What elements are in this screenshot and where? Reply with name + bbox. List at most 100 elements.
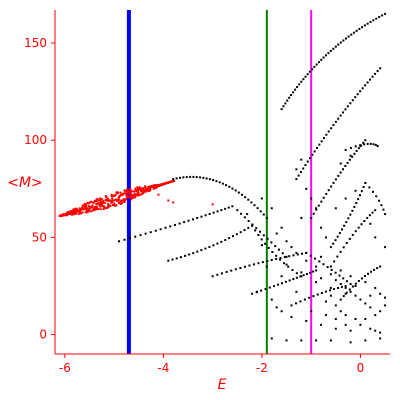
red-point bbox=[95, 203, 98, 206]
red-point bbox=[91, 204, 94, 207]
black-point bbox=[196, 216, 199, 219]
black-point bbox=[239, 267, 242, 270]
black-point bbox=[315, 281, 318, 284]
red-point bbox=[90, 210, 93, 213]
black-point bbox=[332, 181, 335, 184]
black-point bbox=[167, 259, 170, 262]
red-point bbox=[129, 187, 132, 190]
black-point bbox=[379, 331, 382, 334]
black-point bbox=[305, 272, 308, 275]
black-point bbox=[329, 246, 332, 249]
red-point bbox=[119, 200, 122, 203]
black-point bbox=[280, 108, 283, 111]
black-point bbox=[275, 306, 278, 309]
red-point bbox=[123, 192, 126, 195]
black-point bbox=[368, 186, 371, 189]
black-series bbox=[118, 12, 387, 344]
black-point bbox=[372, 19, 375, 22]
black-point bbox=[311, 153, 314, 156]
black-point bbox=[330, 185, 333, 188]
black-point bbox=[294, 302, 297, 305]
black-point bbox=[315, 208, 318, 211]
black-point bbox=[260, 289, 263, 292]
black-point bbox=[277, 283, 280, 286]
red-point bbox=[163, 182, 166, 185]
red-point bbox=[111, 197, 114, 200]
black-point bbox=[231, 187, 234, 190]
black-point bbox=[324, 300, 327, 303]
red-point bbox=[94, 206, 97, 209]
black-point bbox=[364, 84, 367, 87]
black-point bbox=[320, 200, 323, 203]
red-point bbox=[141, 192, 144, 195]
red-point bbox=[121, 193, 124, 196]
black-point bbox=[211, 275, 214, 278]
black-point bbox=[164, 226, 167, 229]
red-point bbox=[115, 198, 118, 201]
black-point bbox=[243, 265, 246, 268]
red-point bbox=[109, 199, 112, 202]
red-point bbox=[93, 200, 96, 203]
black-point bbox=[329, 273, 332, 276]
red-point bbox=[81, 206, 84, 209]
black-point bbox=[369, 142, 372, 145]
black-point bbox=[191, 218, 194, 221]
black-point bbox=[302, 78, 305, 81]
black-point bbox=[334, 239, 337, 242]
black-point bbox=[262, 213, 265, 216]
red-point bbox=[142, 187, 145, 190]
black-point bbox=[262, 234, 265, 237]
red-point bbox=[79, 211, 82, 214]
black-point bbox=[196, 250, 199, 253]
black-point bbox=[324, 314, 327, 317]
red-point bbox=[129, 189, 132, 192]
black-point bbox=[327, 52, 330, 55]
black-point bbox=[374, 286, 377, 289]
red-point bbox=[133, 190, 136, 193]
black-point bbox=[312, 212, 315, 215]
black-point bbox=[363, 24, 366, 27]
black-point bbox=[367, 272, 370, 275]
red-point bbox=[136, 189, 139, 192]
black-point bbox=[351, 233, 354, 236]
black-point bbox=[336, 286, 339, 289]
black-point bbox=[349, 341, 352, 344]
red-point bbox=[126, 196, 129, 199]
red-point bbox=[103, 205, 106, 208]
black-point bbox=[370, 270, 373, 273]
black-point bbox=[326, 266, 329, 269]
red-point bbox=[136, 194, 139, 197]
y-ticks: 0 50 100 150 bbox=[24, 36, 55, 342]
black-point bbox=[384, 12, 387, 15]
black-point bbox=[357, 279, 360, 282]
black-point bbox=[239, 231, 242, 234]
black-point bbox=[351, 285, 354, 288]
black-point bbox=[261, 261, 264, 264]
black-point bbox=[379, 67, 382, 70]
black-point bbox=[361, 26, 364, 29]
black-point bbox=[299, 171, 302, 174]
black-point bbox=[212, 179, 215, 182]
black-point bbox=[334, 271, 337, 274]
red-point bbox=[102, 201, 105, 204]
red-point bbox=[90, 200, 93, 203]
red-point bbox=[149, 188, 152, 191]
black-point bbox=[362, 141, 365, 144]
black-point bbox=[256, 207, 259, 210]
black-point bbox=[342, 39, 345, 42]
black-point bbox=[354, 282, 357, 285]
black-point bbox=[178, 222, 181, 225]
red-point bbox=[88, 210, 91, 213]
black-point bbox=[199, 176, 202, 179]
red-point bbox=[99, 208, 102, 211]
black-point bbox=[247, 219, 250, 222]
red-point bbox=[88, 207, 91, 210]
black-point bbox=[360, 223, 363, 226]
black-point bbox=[362, 186, 365, 189]
black-point bbox=[358, 194, 361, 197]
black-point bbox=[304, 75, 307, 78]
black-point bbox=[384, 304, 387, 307]
black-point bbox=[294, 88, 297, 91]
black-point bbox=[300, 271, 303, 274]
black-point bbox=[268, 286, 271, 289]
